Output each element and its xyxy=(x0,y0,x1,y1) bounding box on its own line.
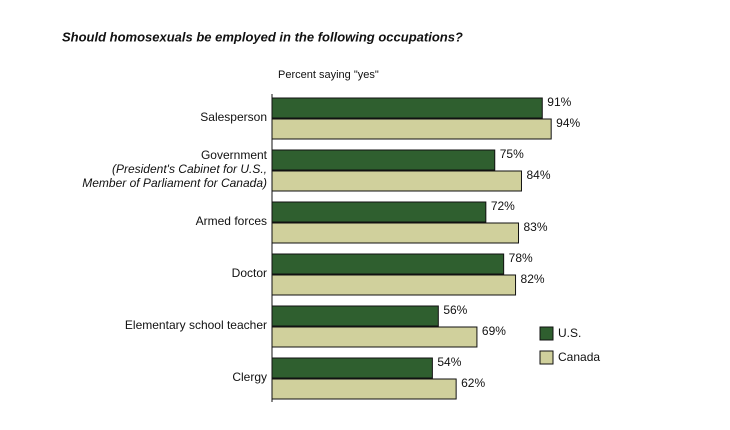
category-label: Clergy xyxy=(232,370,267,384)
chart-subtitle: Percent saying "yes" xyxy=(278,69,379,81)
legend-label: U.S. xyxy=(558,326,581,340)
category-label: Armed forces xyxy=(196,214,267,228)
bar xyxy=(271,149,496,171)
category-note: (President's Cabinet for U.S., xyxy=(112,162,267,176)
legend-swatch xyxy=(539,350,554,365)
value-label: 54% xyxy=(437,355,461,369)
bar xyxy=(271,378,457,400)
category-label: Salesperson xyxy=(200,110,267,124)
value-label: 94% xyxy=(556,116,580,130)
value-label: 62% xyxy=(461,376,485,390)
bar xyxy=(271,274,517,296)
value-label: 75% xyxy=(500,147,524,161)
bar xyxy=(271,326,478,348)
value-label: 69% xyxy=(482,324,506,338)
value-label: 83% xyxy=(524,220,548,234)
chart-title: Should homosexuals be employed in the fo… xyxy=(62,29,463,44)
category-label: Government xyxy=(201,148,268,162)
bar xyxy=(271,118,552,140)
bar xyxy=(271,201,487,223)
value-label: 91% xyxy=(547,95,571,109)
value-label: 84% xyxy=(526,168,550,182)
category-note: Member of Parliament for Canada) xyxy=(82,176,267,190)
bar xyxy=(271,357,433,379)
bar xyxy=(271,97,543,119)
value-label: 82% xyxy=(521,272,545,286)
bar xyxy=(271,305,439,327)
value-label: 72% xyxy=(491,199,515,213)
legend-swatch xyxy=(539,326,554,341)
value-label: 78% xyxy=(509,251,533,265)
bar xyxy=(271,222,520,244)
bar xyxy=(271,170,522,192)
value-label: 56% xyxy=(443,303,467,317)
bar xyxy=(271,253,505,275)
category-label: Doctor xyxy=(232,266,267,280)
legend-label: Canada xyxy=(558,350,600,364)
category-label: Elementary school teacher xyxy=(125,318,267,332)
